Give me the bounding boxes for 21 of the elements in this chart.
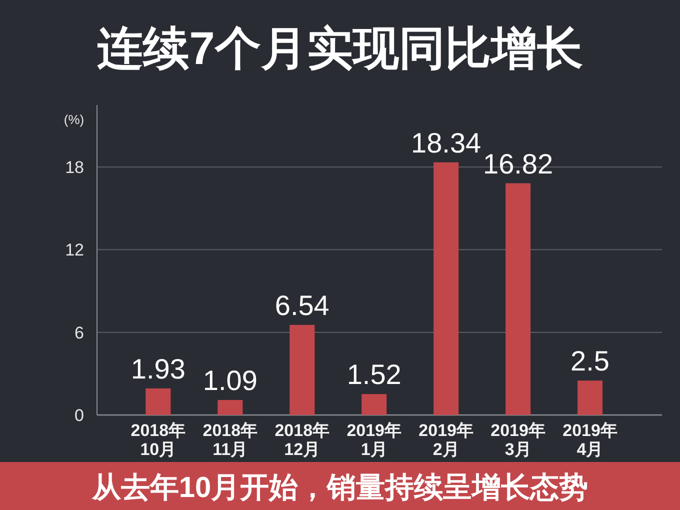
- data-label: 16.82: [483, 148, 554, 180]
- xtick: 2019年 1月: [346, 421, 402, 459]
- ylabel: (%): [64, 112, 84, 127]
- xtick: 2019年 3月: [490, 421, 546, 459]
- ytick: 6: [74, 323, 84, 342]
- annotation: 从去年10月开始，销量持续呈增长态势: [92, 472, 588, 504]
- data-label: 1.93: [130, 353, 186, 384]
- title: 连续7个月实现同比增长: [97, 22, 583, 74]
- ytick: 18: [65, 158, 84, 177]
- data-label: 1.52: [346, 359, 402, 390]
- xtick: 2019年 4月: [562, 421, 618, 459]
- data-label: 1.09: [202, 364, 258, 396]
- ytick: 0: [74, 406, 84, 425]
- ytick: 12: [65, 240, 84, 260]
- data-label: 6.54: [274, 290, 330, 321]
- xtick: 2019年 2月: [418, 421, 474, 459]
- data-label: 2.5: [570, 346, 610, 377]
- xtick: 2018年 11月: [202, 421, 258, 459]
- xtick: 2018年 12月: [274, 421, 330, 459]
- data-label: 18.34: [411, 127, 482, 158]
- xtick: 2018年 10月: [130, 421, 186, 459]
